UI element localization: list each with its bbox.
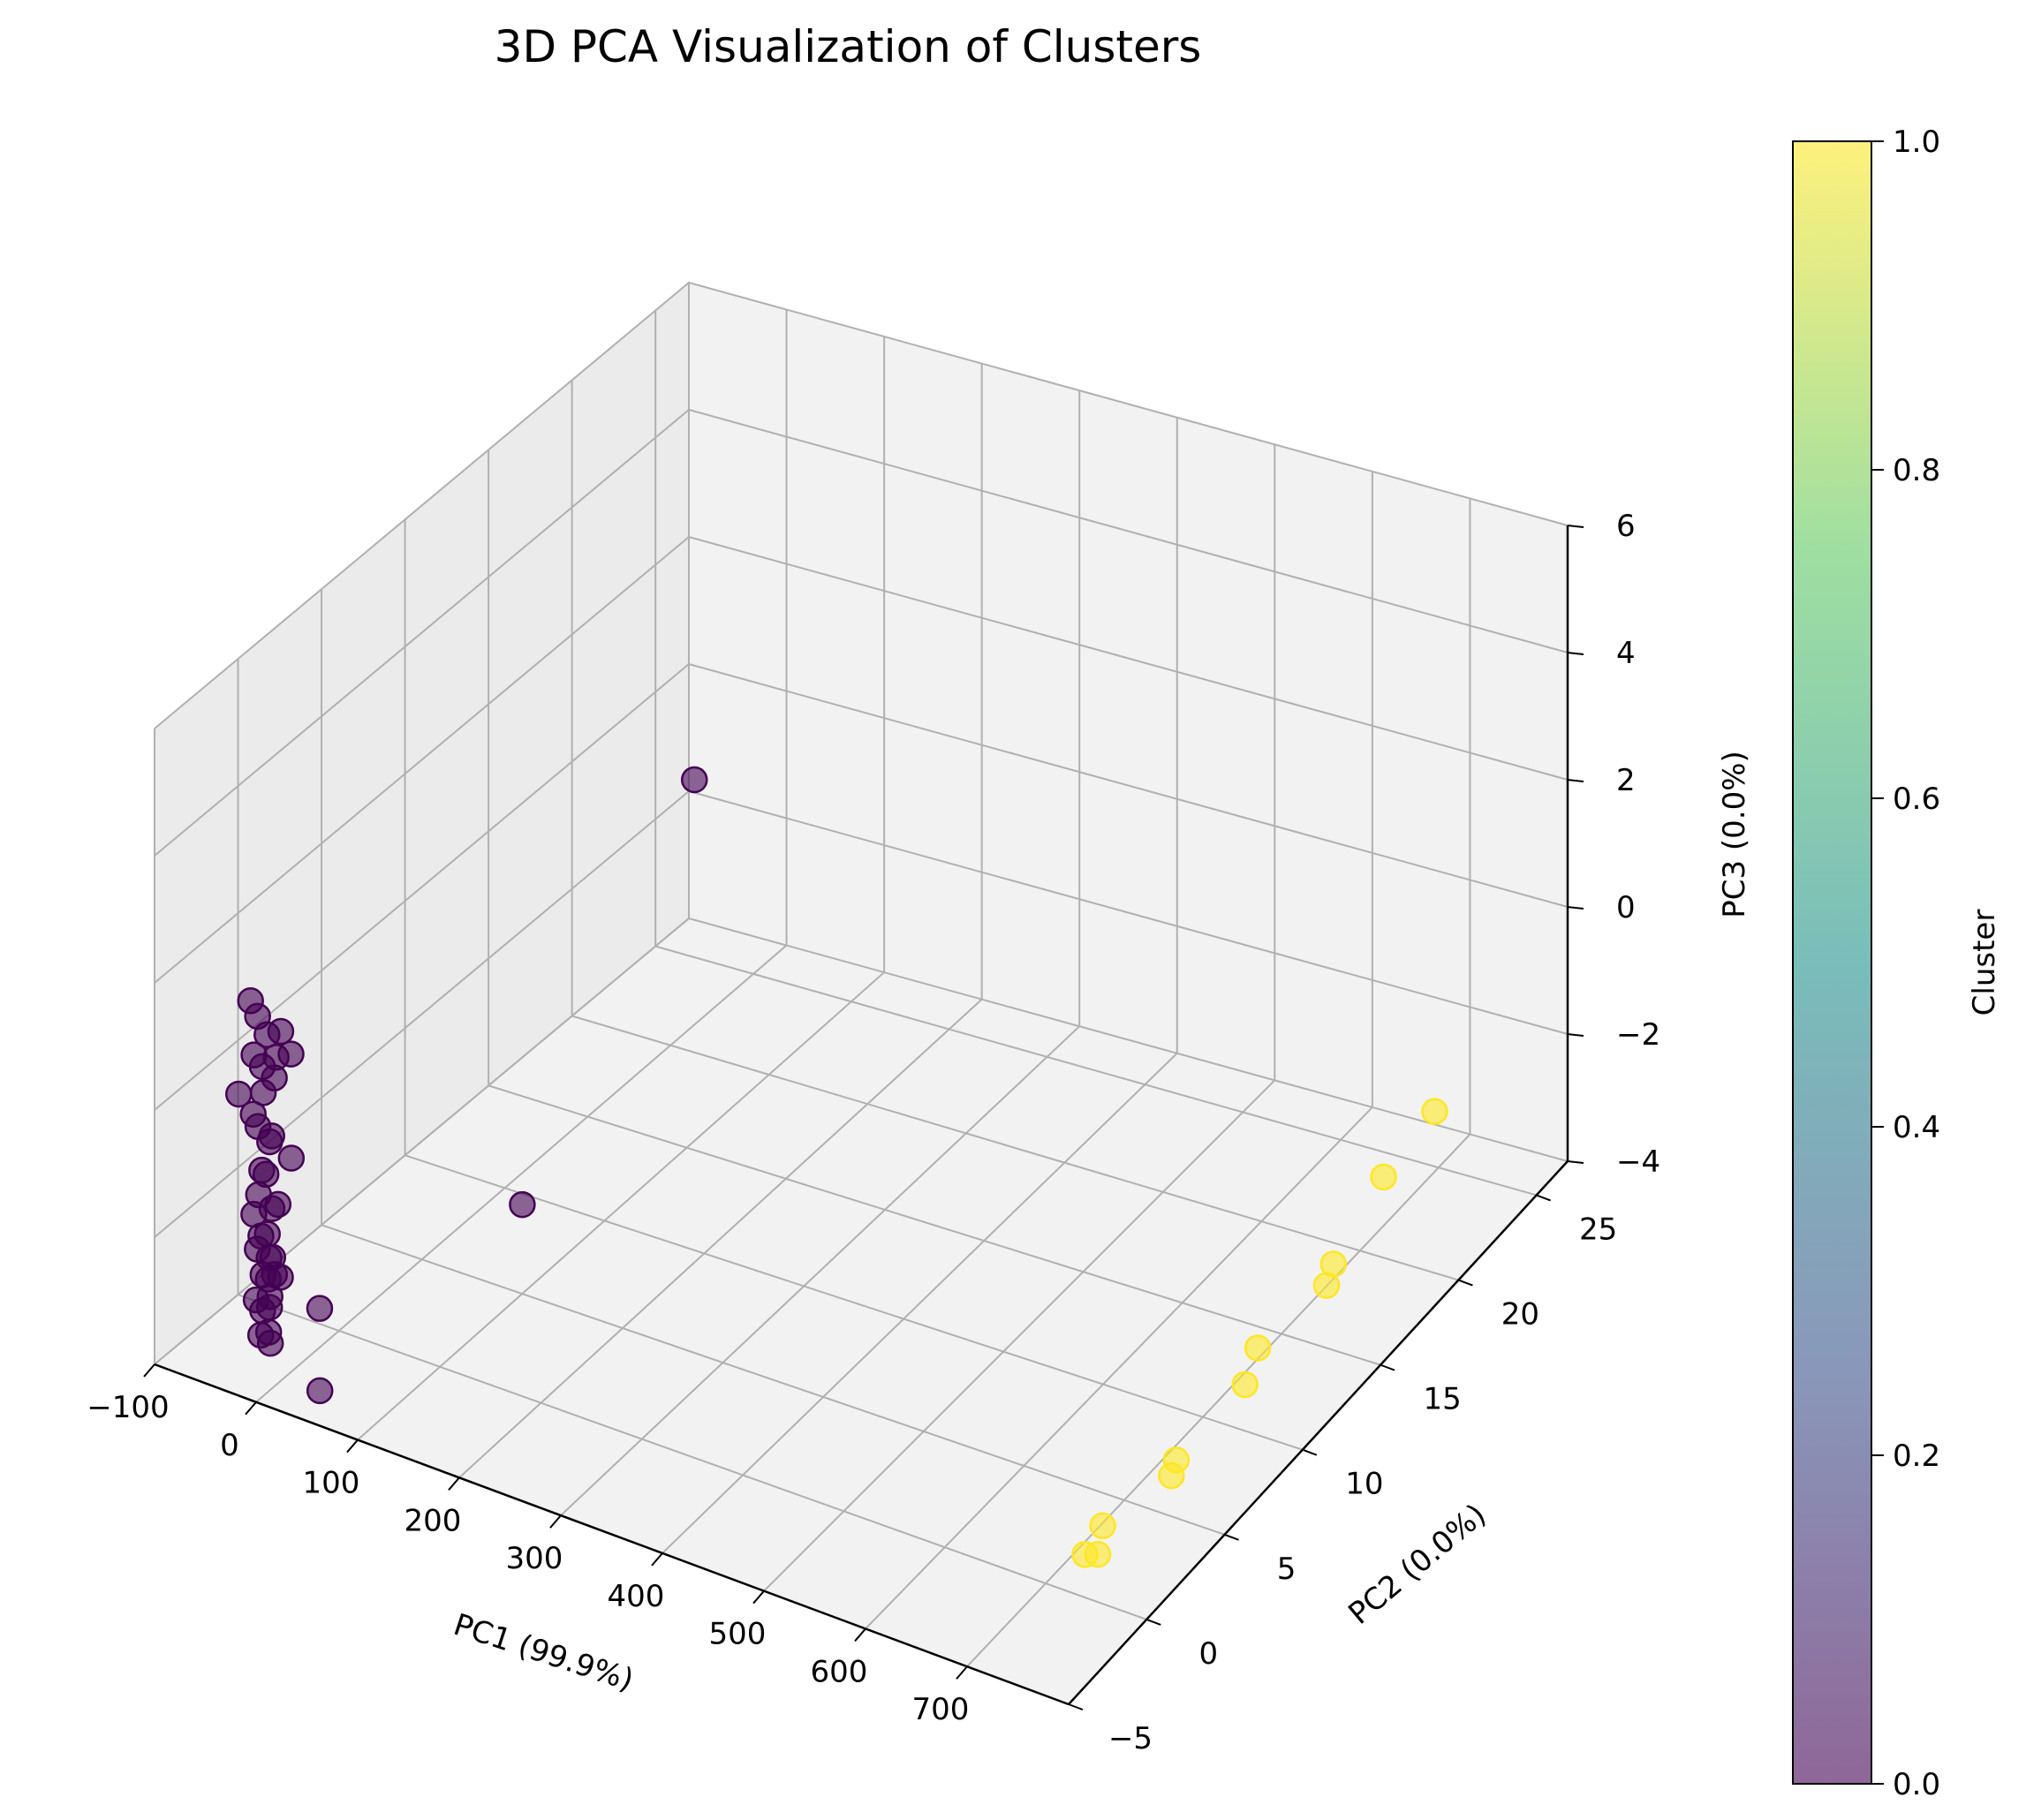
x-tick-label: 500 (709, 1617, 767, 1652)
x-tick-label: 200 (404, 1503, 462, 1538)
y-tick (1536, 1194, 1552, 1202)
y-axis-line (1068, 1160, 1569, 1705)
cluster-0-point (240, 1200, 268, 1228)
x-tick-label: 300 (506, 1541, 563, 1576)
y-tick-label: 5 (1277, 1552, 1296, 1587)
colorbar-tick-label: 0.4 (1893, 1110, 1940, 1145)
x-tick (346, 1439, 359, 1454)
cluster-0-point (277, 1040, 305, 1068)
x-tick (956, 1665, 968, 1680)
z-tick (1567, 1160, 1584, 1164)
z-axis-title: PC3 (0.0%) (1717, 751, 1752, 918)
tick-marks (143, 525, 1584, 1710)
x-tick (752, 1590, 765, 1605)
scatter-points (225, 766, 1448, 1568)
axis-lines (154, 525, 1569, 1706)
cluster-0-point (239, 1100, 267, 1128)
y-tick (1145, 1618, 1161, 1626)
cluster-0-point (681, 766, 708, 794)
cluster-1-point (1319, 1250, 1348, 1278)
x-tick (651, 1552, 663, 1567)
y-tick-label: 15 (1423, 1382, 1461, 1417)
cluster-0-point (256, 1329, 284, 1357)
colorbar-ticks: 0.0 0.2 0.4 0.6 0.8 1.0 (1871, 125, 1940, 1802)
cluster-0-point (225, 1080, 253, 1108)
x-tick-label: 100 (303, 1466, 360, 1501)
y-tick (1068, 1703, 1084, 1710)
cluster-1-point (1231, 1371, 1259, 1399)
cluster-1-point (1370, 1163, 1397, 1191)
cluster-0-point (264, 1190, 292, 1219)
z-tick (1567, 525, 1584, 528)
chart-title: 3D PCA Visualization of Clusters (495, 21, 1202, 72)
cluster-0-point (306, 1377, 334, 1405)
x-tick (143, 1363, 155, 1378)
y-tick (1302, 1448, 1318, 1456)
z-tick-label: −4 (1616, 1144, 1660, 1180)
cluster-1-point (1089, 1512, 1116, 1540)
colorbar-tick-label: 1.0 (1893, 125, 1940, 160)
cluster-0-point (509, 1190, 536, 1219)
x-tick (549, 1514, 562, 1529)
grid-line-z (154, 408, 1569, 857)
back-pane (689, 283, 1568, 1161)
x-tick (448, 1476, 460, 1491)
grid-line-z (154, 281, 1569, 729)
y-tick-label: 20 (1501, 1297, 1539, 1333)
y-tick (1380, 1363, 1395, 1371)
colorbar: 0.0 0.2 0.4 0.6 0.8 1.0 Cluster (1792, 125, 2002, 1802)
cluster-0-point (242, 1286, 270, 1314)
x-axis-line (154, 1363, 1070, 1706)
colorbar-tick-label: 0.8 (1893, 453, 1940, 488)
y-axis-title: PC2 (0.0%) (1342, 1497, 1493, 1632)
z-tick-label: 0 (1616, 890, 1636, 925)
side-pane (155, 283, 689, 1364)
y-tick (1458, 1279, 1473, 1287)
grid-line-z (154, 662, 1569, 1111)
z-tick (1567, 1033, 1584, 1037)
y-tick-label: 25 (1579, 1212, 1617, 1247)
cluster-1-point (1244, 1334, 1272, 1362)
cluster-1-point (1162, 1446, 1191, 1474)
y-tick-label: 0 (1198, 1636, 1218, 1672)
z-tick-label: 6 (1616, 509, 1636, 544)
cluster-1-point (1071, 1541, 1099, 1568)
x-tick-label: 0 (220, 1428, 239, 1463)
cluster-1-point (1421, 1098, 1448, 1125)
x-tick-label: 700 (912, 1692, 970, 1727)
x-tick (854, 1627, 866, 1643)
grid-line-z (154, 535, 1569, 984)
x-tick (245, 1401, 257, 1416)
tick-labels: −1000100200300400500600700−50510152025−4… (87, 509, 1660, 1756)
z-tick-label: 2 (1616, 763, 1636, 798)
colorbar-tick-label: 0.0 (1893, 1767, 1940, 1802)
y-tick-label: −5 (1108, 1721, 1153, 1756)
floor-pane (155, 918, 1568, 1704)
cluster-0-point (258, 1122, 285, 1150)
colorbar-label: Cluster (1967, 910, 2002, 1016)
y-tick-label: 10 (1345, 1467, 1383, 1502)
y-tick (1224, 1533, 1239, 1541)
x-tick-label: −100 (87, 1390, 169, 1425)
x-tick-label: 400 (608, 1579, 665, 1614)
x-tick-label: 600 (811, 1654, 868, 1689)
z-tick-label: −2 (1616, 1017, 1660, 1053)
x-axis-title: PC1 (99.9%) (450, 1607, 638, 1698)
z-tick (1567, 906, 1584, 910)
cluster-0-point (261, 1261, 289, 1288)
colorbar-tick-label: 0.2 (1893, 1439, 1940, 1474)
colorbar-gradient (1792, 140, 1872, 1785)
cluster-0-point (277, 1144, 306, 1172)
z-tick (1567, 652, 1584, 655)
axis-panes (155, 283, 1568, 1704)
cluster-0-point (306, 1295, 334, 1322)
colorbar-tick-label: 0.6 (1893, 782, 1940, 817)
grid-line-z (154, 917, 1569, 1365)
z-tick (1567, 779, 1584, 782)
cluster-0-point (267, 1017, 295, 1046)
z-tick-label: 4 (1616, 636, 1636, 671)
